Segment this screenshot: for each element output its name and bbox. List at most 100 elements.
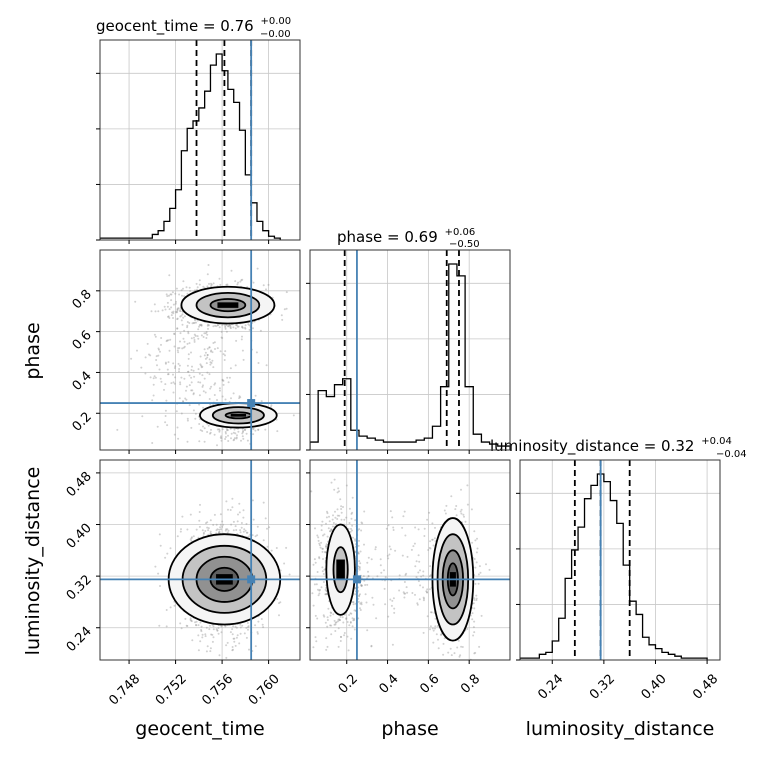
scatter-point bbox=[116, 428, 119, 431]
scatter-point bbox=[210, 385, 213, 388]
scatter-point bbox=[208, 282, 210, 285]
scatter-point bbox=[281, 318, 284, 321]
scatter-point bbox=[191, 365, 193, 368]
scatter-point bbox=[212, 366, 215, 369]
scatter-point bbox=[419, 584, 422, 587]
scatter-point bbox=[413, 542, 416, 545]
scatter-point bbox=[227, 381, 230, 384]
scatter-point bbox=[173, 333, 176, 336]
scatter-point bbox=[312, 646, 315, 649]
scatter-point bbox=[176, 327, 179, 330]
scatter-point bbox=[216, 528, 219, 531]
panel-frame-0-0 bbox=[99, 39, 301, 241]
scatter-point bbox=[339, 619, 341, 621]
scatter-point bbox=[226, 376, 229, 379]
scatter-point bbox=[220, 439, 223, 442]
scatter-point bbox=[314, 614, 317, 617]
scatter-point bbox=[173, 604, 176, 607]
scatter-point bbox=[195, 321, 197, 324]
scatter-point bbox=[194, 289, 196, 292]
scatter-point bbox=[426, 615, 429, 618]
scatter-point bbox=[209, 361, 212, 364]
scatter-point bbox=[175, 287, 178, 290]
scatter-point bbox=[211, 359, 214, 362]
scatter-point bbox=[180, 376, 183, 379]
scatter-point bbox=[422, 570, 425, 573]
scatter-point bbox=[170, 293, 173, 296]
scatter-point bbox=[453, 652, 456, 655]
scatter-point bbox=[190, 537, 193, 540]
scatter-point bbox=[459, 510, 462, 513]
scatter-point bbox=[221, 395, 224, 398]
scatter-point bbox=[434, 625, 437, 628]
scatter-point bbox=[231, 633, 234, 636]
scatter-point bbox=[227, 529, 230, 532]
scatter-point bbox=[158, 348, 160, 351]
scatter-point bbox=[426, 588, 429, 591]
scatter-point bbox=[234, 625, 237, 628]
scatter-point bbox=[234, 327, 237, 330]
scatter-point bbox=[437, 647, 440, 650]
scatter-point bbox=[433, 537, 436, 540]
scatter-point bbox=[158, 368, 161, 371]
scatter-point bbox=[176, 310, 179, 313]
scatter-point bbox=[190, 389, 193, 392]
scatter-point bbox=[240, 338, 243, 341]
scatter-point bbox=[183, 340, 186, 343]
scatter-point bbox=[257, 428, 260, 431]
scatter-point bbox=[429, 628, 431, 631]
scatter-point bbox=[210, 283, 213, 286]
scatter-point bbox=[154, 376, 157, 379]
scatter-point bbox=[165, 399, 168, 402]
scatter-point bbox=[429, 611, 432, 614]
scatter-point bbox=[168, 294, 170, 297]
scatter-point bbox=[342, 506, 344, 508]
scatter-point bbox=[363, 543, 365, 546]
scatter-point bbox=[242, 516, 245, 519]
scatter-point bbox=[229, 326, 232, 329]
scatter-point bbox=[206, 273, 209, 276]
scatter-point bbox=[218, 528, 221, 531]
scatter-point bbox=[252, 428, 255, 431]
scatter-point bbox=[179, 315, 182, 318]
scatter-point bbox=[358, 567, 361, 569]
scatter-point bbox=[423, 535, 426, 537]
scatter-point bbox=[352, 603, 355, 606]
scatter-point bbox=[349, 621, 352, 623]
scatter-point bbox=[244, 324, 247, 327]
scatter-point bbox=[230, 437, 232, 440]
density-peak bbox=[217, 302, 239, 308]
scatter-point bbox=[333, 623, 336, 626]
scatter-point bbox=[173, 433, 176, 436]
scatter-point bbox=[220, 437, 223, 440]
scatter-point bbox=[152, 383, 155, 386]
scatter-point bbox=[337, 620, 339, 623]
scatter-point bbox=[417, 528, 420, 531]
title-luminosity-distance-sub: −0.04 bbox=[716, 449, 747, 460]
scatter-point bbox=[187, 370, 190, 373]
scatter-point bbox=[198, 283, 201, 286]
scatter-point bbox=[476, 547, 479, 550]
scatter-point bbox=[349, 612, 352, 615]
scatter-point bbox=[352, 601, 355, 604]
scatter-point bbox=[322, 581, 325, 583]
scatter-point bbox=[351, 524, 354, 527]
scatter-point bbox=[198, 519, 201, 522]
scatter-point bbox=[233, 428, 236, 431]
scatter-point bbox=[330, 624, 333, 627]
scatter-point bbox=[209, 519, 212, 522]
scatter-point bbox=[262, 284, 265, 287]
scatter-point bbox=[488, 568, 491, 571]
scatter-point bbox=[338, 490, 340, 493]
scatter-point bbox=[198, 511, 201, 513]
scatter-point bbox=[154, 335, 157, 338]
scatter-point bbox=[319, 546, 322, 549]
scatter-point bbox=[472, 634, 475, 637]
scatter-point bbox=[423, 597, 425, 600]
scatter-point bbox=[205, 650, 208, 653]
scatter-point bbox=[224, 327, 227, 330]
scatter-point bbox=[312, 563, 315, 566]
scatter-point bbox=[177, 437, 180, 440]
scatter-point bbox=[333, 478, 336, 481]
scatter-point bbox=[194, 334, 197, 337]
